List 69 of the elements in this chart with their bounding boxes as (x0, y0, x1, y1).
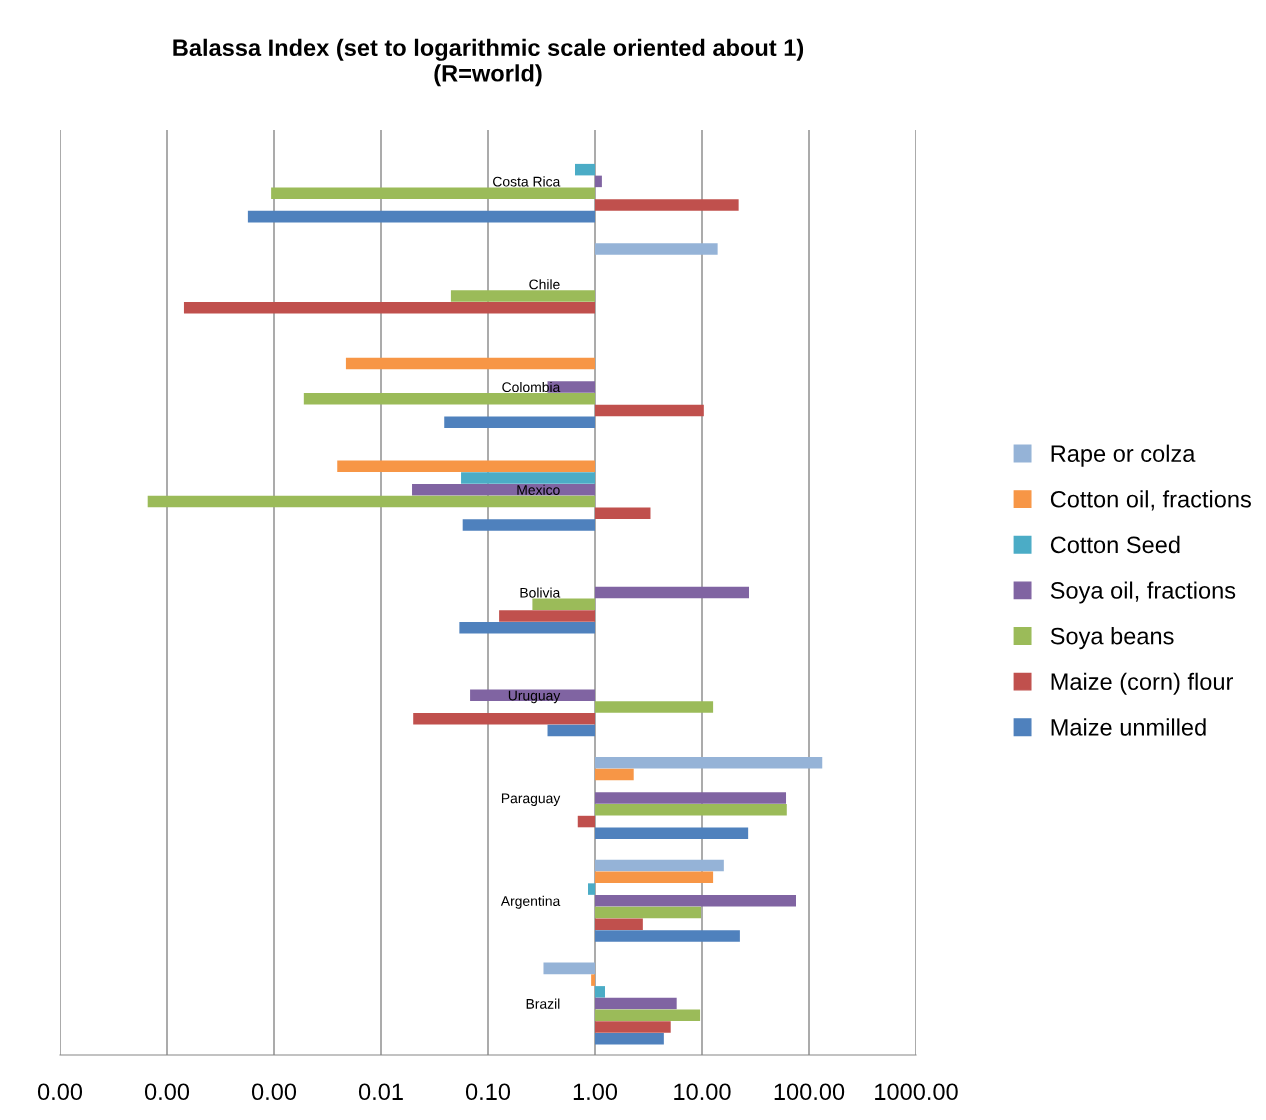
bar (595, 586, 750, 599)
bar (303, 392, 595, 405)
x-tick-label: 0.10 (465, 1083, 511, 1101)
bar (271, 187, 595, 199)
bar (595, 175, 602, 188)
bar (462, 519, 595, 531)
x-tick-label: 0.00 (37, 1083, 83, 1101)
bar (595, 906, 702, 919)
bar (595, 404, 704, 417)
chart-title: Balassa Index (set to logarithmic scale oriented about 1) (R=world) (173, 38, 804, 87)
bar (595, 701, 714, 713)
bar (577, 815, 595, 828)
bar (499, 610, 595, 622)
bar (595, 768, 634, 781)
legend-label: Maize unmilled (1051, 718, 1206, 736)
bar (450, 290, 595, 302)
y-tick-label: Bolivia (520, 587, 561, 598)
bar (345, 357, 595, 370)
bar (247, 210, 595, 223)
bar (595, 918, 643, 931)
legend-label: Rape or colza (1051, 444, 1196, 467)
bar (595, 859, 724, 872)
legend-label: Soya beans (1050, 627, 1174, 650)
x-tick-label: 0.00 (251, 1083, 297, 1101)
bar (413, 713, 595, 725)
bar (595, 199, 739, 211)
bar (595, 871, 714, 884)
bar (183, 301, 595, 314)
x-tick-label: 10.00 (674, 1083, 731, 1101)
bar (595, 243, 718, 255)
bar (543, 962, 595, 975)
bar (461, 472, 595, 484)
legend-label: Maize (corn) flour (1051, 672, 1233, 695)
bar (595, 895, 796, 907)
bar (595, 792, 787, 804)
bar (587, 883, 595, 895)
legend-label: Cotton Seed (1050, 535, 1180, 554)
x-tick-label: 1000.00 (875, 1083, 958, 1101)
bar (444, 416, 595, 428)
bar (337, 460, 595, 472)
bar (595, 997, 677, 1010)
bar (595, 507, 651, 519)
bar (595, 827, 749, 840)
y-tick-label: Costa Rica (493, 176, 561, 187)
bar (595, 804, 787, 816)
bar (595, 1033, 664, 1045)
bar (147, 495, 595, 508)
y-tick-label: Chile (529, 279, 560, 290)
y-tick-label: Paraguay (501, 793, 561, 806)
bar (595, 986, 605, 998)
x-tick-label: 0.01 (358, 1083, 403, 1101)
bar (532, 598, 595, 610)
bar (591, 974, 595, 986)
bar (595, 757, 823, 769)
x-tick-label: 1.00 (573, 1083, 618, 1101)
y-tick-label: Mexico (517, 484, 560, 495)
bar (595, 1021, 671, 1033)
bar (574, 163, 595, 176)
x-tick-label: 0.00 (144, 1083, 190, 1101)
bar (459, 621, 595, 634)
y-tick-label: Uruguay (508, 690, 561, 704)
bar (595, 1009, 701, 1022)
x-tick-label: 100.00 (774, 1083, 845, 1101)
y-tick-label: Argentina (500, 895, 561, 909)
y-tick-label: Brazil (526, 998, 560, 1009)
bar (547, 724, 595, 737)
legend-label: Soya oil, fractions (1050, 581, 1236, 604)
bar (595, 930, 740, 942)
legend-label: Cotton oil, fractions (1050, 490, 1251, 511)
